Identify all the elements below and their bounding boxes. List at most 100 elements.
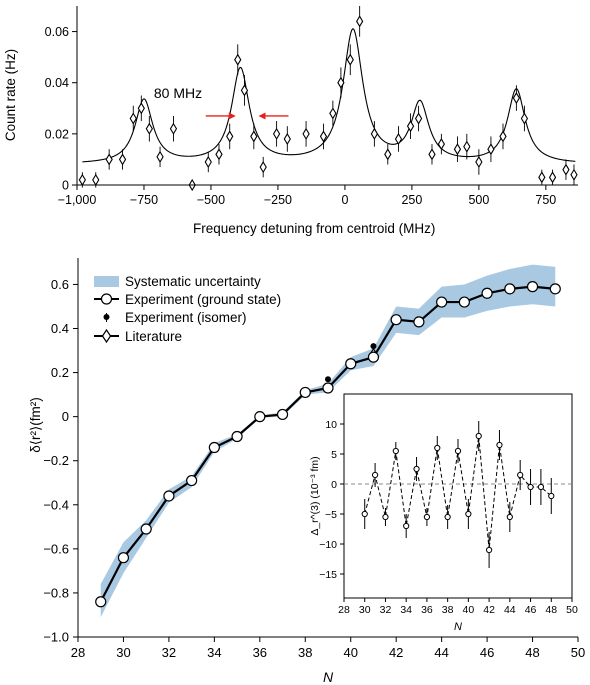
ground-state-point [117, 552, 130, 564]
systematic-uncertainty-band [100, 264, 556, 618]
ground-state-point [299, 386, 311, 399]
bottom-chart: N δ⟨r²⟩(fm²) Systematic uncertainty Expe… [28, 258, 585, 685]
data-point [78, 173, 86, 186]
data-point [512, 91, 521, 105]
bottom-y-tick-label: −0.2 [43, 453, 69, 468]
legend-label-isomer: Experiment (isomer) [125, 310, 247, 325]
bottom-y-tick-label: −0.4 [43, 497, 69, 512]
data-point [453, 143, 462, 156]
data-point [129, 112, 137, 125]
ground-state-point [95, 596, 107, 608]
inset-point [403, 522, 410, 530]
data-point [92, 173, 100, 186]
bottom-y-tick-label: −1.0 [43, 630, 69, 645]
inset-point [475, 432, 482, 440]
bottom-x-tick-label: 32 [162, 645, 176, 660]
top-y-tick-label: 0 [62, 179, 69, 193]
data-point [394, 132, 403, 146]
ground-state-point [504, 283, 516, 295]
ground-state-point [481, 287, 493, 299]
bottom-x-tick-label: 40 [343, 645, 357, 660]
ground-state-point [322, 382, 334, 394]
top-y-tick-label: 0.04 [45, 76, 69, 90]
data-point [463, 140, 471, 153]
data-point [406, 120, 415, 133]
ground-state-point [186, 474, 198, 487]
inset-x-axis-title: N [454, 621, 462, 633]
inset-frame [343, 393, 573, 599]
ground-state-point [526, 281, 539, 293]
top-x-tick-label: 750 [535, 193, 556, 207]
isomer-point [370, 343, 377, 350]
legend-label-band: Systematic uncertainty [125, 274, 261, 289]
top-x-tick-label: 250 [401, 193, 422, 207]
data-point [302, 127, 310, 140]
inset-point [485, 546, 493, 554]
legend-band-swatch [94, 276, 119, 287]
bottom-x-tick-label: 28 [71, 645, 85, 660]
legend-label-literature: Literature [125, 329, 182, 344]
bottom-x-axis-title: N [323, 669, 334, 685]
inset-point [382, 513, 389, 521]
data-point [118, 153, 127, 166]
data-point [250, 130, 258, 143]
data-point [562, 163, 570, 176]
bottom-y-tick-label: 0.2 [51, 365, 69, 380]
inset-x-tick-label: 28 [338, 604, 350, 616]
bottom-x-tick-label: 44 [434, 645, 448, 660]
data-point [337, 76, 345, 89]
inset-y-tick-label: 5 [331, 449, 337, 461]
data-point [475, 155, 483, 169]
inset-point [444, 513, 451, 521]
ground-state-point [140, 523, 152, 535]
top-y-tick-label: 0.02 [45, 127, 69, 141]
inset-point [423, 513, 431, 521]
bottom-y-tick-label: 0 [62, 409, 69, 424]
inset-point [527, 483, 534, 491]
bottom-x-tick-label: 50 [571, 645, 585, 660]
annotation-arrowhead-left [228, 112, 236, 120]
data-point [204, 155, 212, 169]
data-point [272, 127, 281, 140]
top-x-tick-label: 500 [468, 193, 489, 207]
data-point [346, 53, 354, 66]
inset-y-tick-label: −15 [319, 569, 337, 581]
data-point [329, 107, 337, 120]
inset-point [537, 483, 545, 491]
inset-x-tick-label: 44 [504, 604, 516, 616]
top-x-tick-label: −500 [197, 193, 225, 207]
bottom-y-tick-label: 0.4 [51, 321, 69, 336]
ground-state-point [549, 283, 561, 295]
bottom-x-tick-label: 34 [207, 645, 221, 660]
inset-y-tick-label: 10 [325, 419, 337, 431]
data-point [226, 130, 234, 143]
linewidth-annotation: 80 MHz [154, 85, 202, 101]
inset-x-tick-label: 50 [566, 604, 578, 616]
inset-point [361, 510, 368, 518]
inset-x-tick-label: 40 [463, 604, 475, 616]
data-point [538, 171, 546, 184]
inset-x-tick-label: 48 [545, 604, 557, 616]
ground-state-point [208, 441, 220, 454]
bottom-x-tick-label: 36 [253, 645, 267, 660]
inset-chart: N Δ_r^(3) (10⁻³ fm) 28 30 32 34 36 38 40 42 44 46… [309, 393, 578, 633]
ground-state-point [345, 358, 357, 370]
annotation-arrowhead-right [258, 112, 266, 120]
inset-point [392, 447, 399, 455]
bottom-y-tick-label: −0.6 [43, 541, 69, 556]
bottom-x-tick-label: 46 [480, 645, 494, 660]
inset-x-tick-label: 38 [442, 604, 454, 616]
inset-point [548, 492, 555, 500]
inset-point [434, 444, 441, 452]
ground-state-point [413, 316, 425, 328]
data-point [384, 148, 392, 161]
data-point [414, 112, 423, 125]
data-point [437, 138, 446, 151]
inset-y-tick-label: −5 [325, 509, 337, 521]
isomer-point [325, 376, 331, 383]
top-x-tick-label: −250 [264, 193, 292, 207]
ground-state-point [367, 351, 380, 363]
bottom-y-tick-label: −0.8 [43, 585, 69, 600]
ground-state-point [276, 408, 289, 421]
